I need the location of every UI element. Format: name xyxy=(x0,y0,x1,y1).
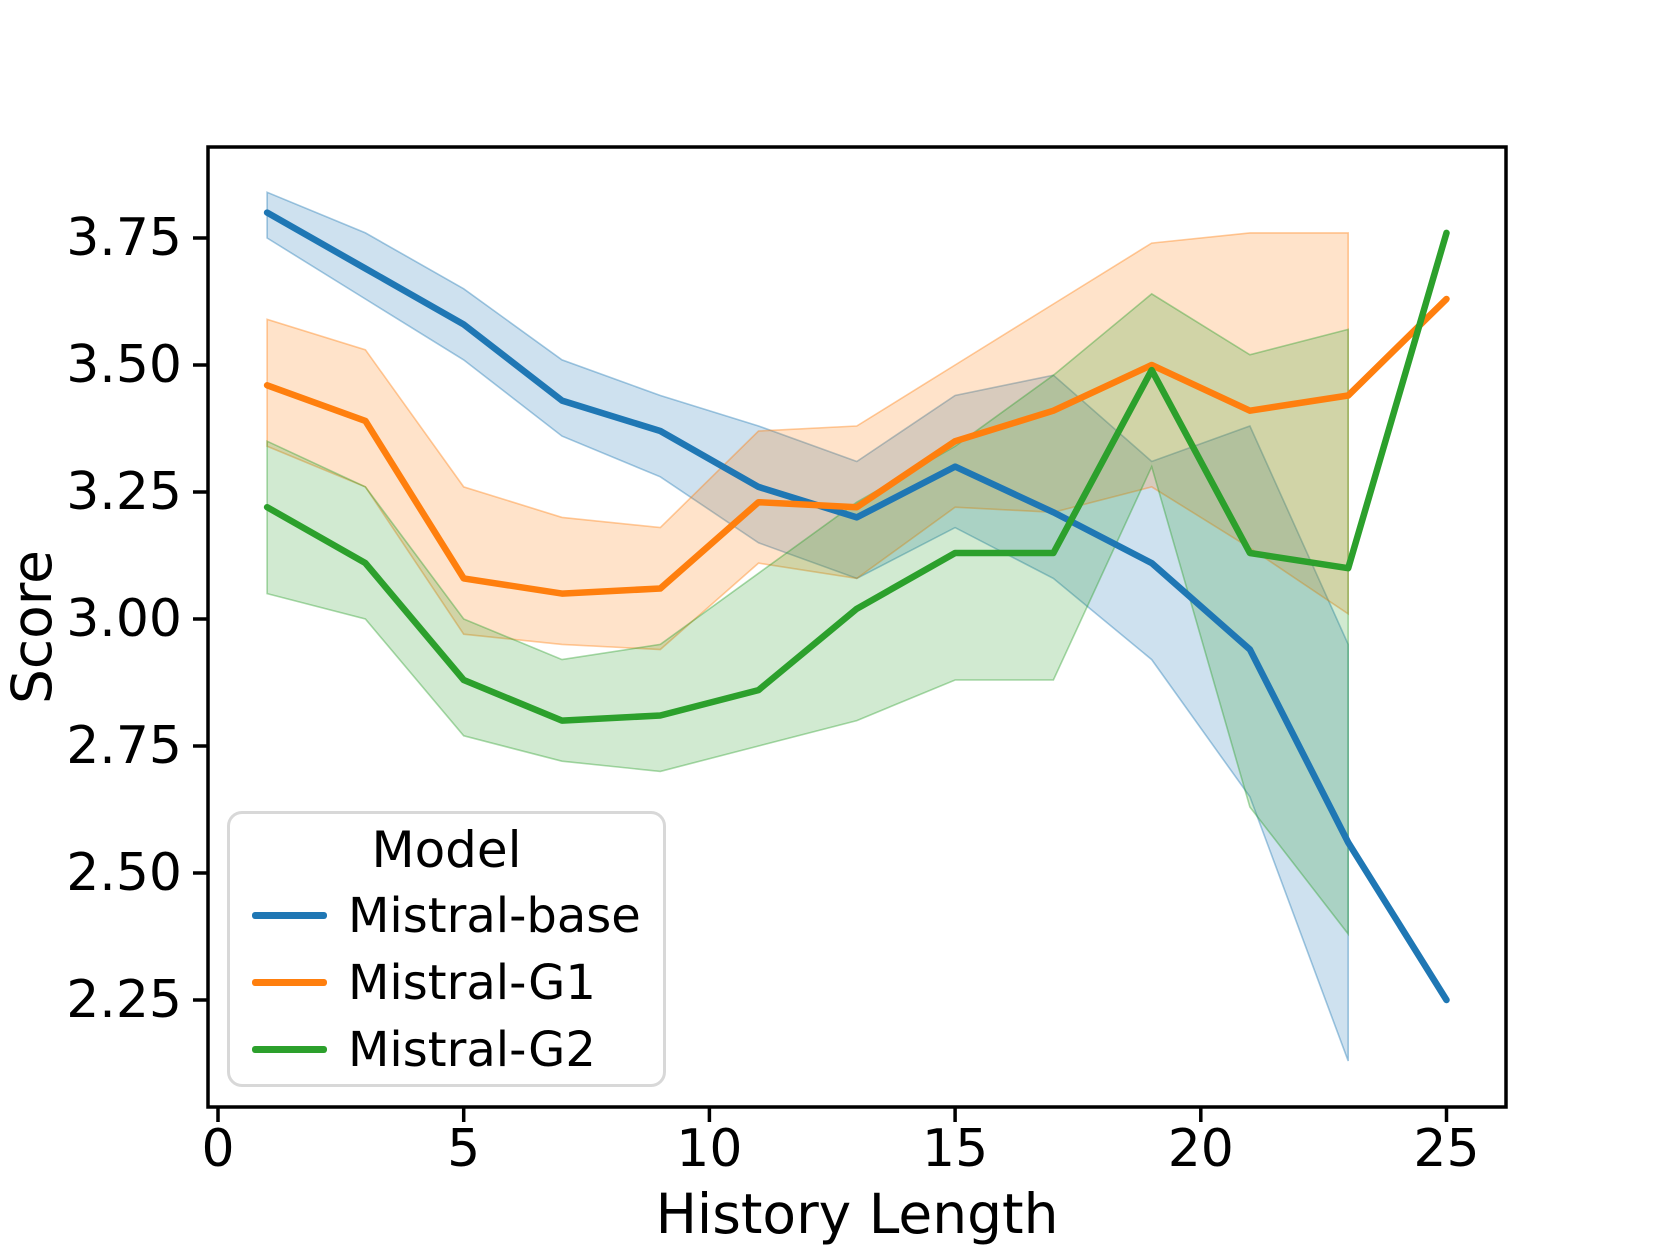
legend: Model Mistral-base Mistral-G1 Mistral-G2 xyxy=(227,811,666,1087)
legend-label: Mistral-G2 xyxy=(348,1021,596,1078)
legend-item-mistral-base: Mistral-base xyxy=(230,882,663,949)
mistral-base-line xyxy=(263,209,1450,1004)
y-tick-label: 2.50 xyxy=(66,843,182,903)
legend-item-mistral-g1: Mistral-G1 xyxy=(230,949,663,1016)
x-tick-label: 15 xyxy=(922,1119,989,1179)
mistral-base-confidence-band xyxy=(266,191,1349,1062)
y-tick-label: 2.75 xyxy=(66,716,182,776)
x-tick-label: 10 xyxy=(676,1119,743,1179)
mistral-g1-confidence-band xyxy=(266,232,1349,651)
legend-title: Model xyxy=(371,821,522,879)
y-tick-label: 3.75 xyxy=(66,208,182,268)
mistral-base-line-swatch xyxy=(252,912,327,919)
x-axis-label: History Length xyxy=(655,1182,1059,1246)
x-tick-label: 0 xyxy=(201,1119,235,1179)
x-tick-label: 25 xyxy=(1413,1119,1480,1179)
legend-label: Mistral-base xyxy=(348,887,641,944)
x-tick-label: 20 xyxy=(1167,1119,1234,1179)
mistral-g1-line xyxy=(263,295,1450,597)
mistral-g2-line-swatch xyxy=(252,1046,327,1053)
legend-item-mistral-g2: Mistral-G2 xyxy=(230,1016,663,1083)
y-tick-label: 3.50 xyxy=(66,335,182,395)
legend-label: Mistral-G1 xyxy=(348,954,596,1011)
y-tick-label: 3.00 xyxy=(66,589,182,649)
x-tick-label: 5 xyxy=(447,1119,481,1179)
plot-frame xyxy=(206,145,1508,1109)
y-tick-label: 3.25 xyxy=(66,462,182,522)
mistral-g2-confidence-band xyxy=(266,292,1349,937)
mistral-g2-line xyxy=(263,229,1450,724)
y-tick-label: 2.25 xyxy=(66,970,182,1030)
mistral-g1-line-swatch xyxy=(252,979,327,986)
